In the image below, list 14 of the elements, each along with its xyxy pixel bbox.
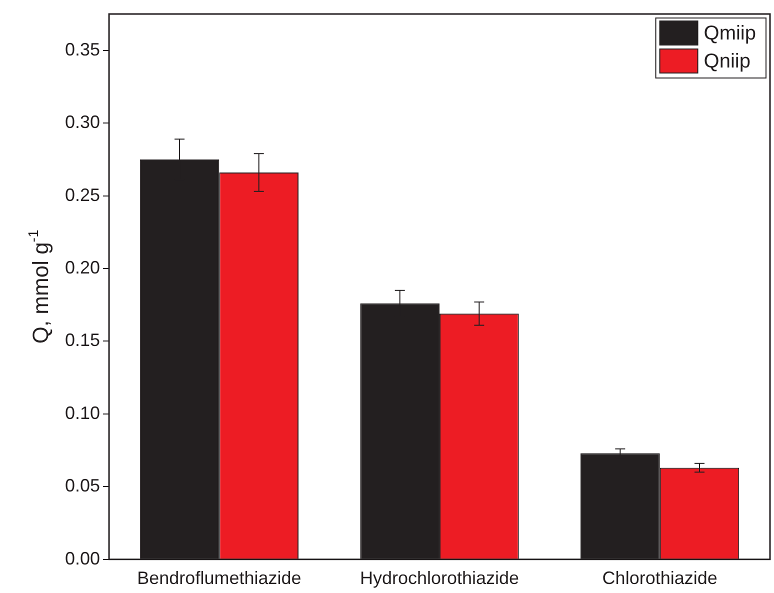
y-tick-label: 0.00	[64, 548, 100, 568]
y-tick-label: 0.05	[64, 476, 100, 496]
y-tick-label: 0.20	[64, 257, 100, 278]
y-tick-label: 0.25	[64, 184, 100, 205]
x-tick-label: Chlorothiazide	[602, 568, 718, 588]
y-axis-title: Q, mmol g-1	[25, 230, 53, 344]
y-tick-label: 0.15	[64, 330, 100, 350]
x-tick-label: Hydrochlorothiazide	[360, 568, 520, 588]
legend-label: Qmiip	[704, 22, 756, 45]
x-tick-label: Bendroflumethiazide	[137, 568, 302, 588]
y-tick-label: 0.30	[64, 112, 100, 132]
y-tick-label: 0.10	[64, 402, 100, 423]
legend-label: Qniip	[704, 50, 750, 73]
y-tick-label: 0.35	[64, 39, 100, 60]
